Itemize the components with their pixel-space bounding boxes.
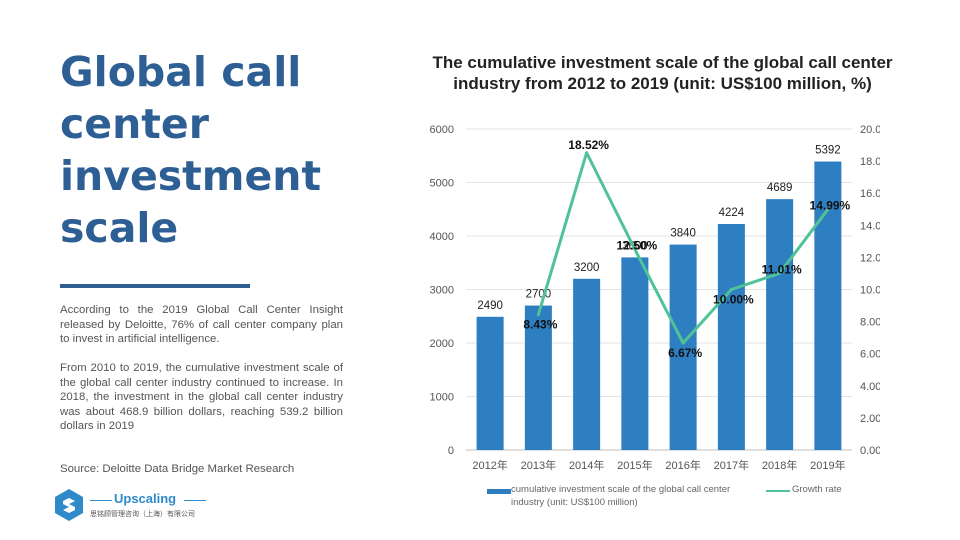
y-right-tick-label: 2.00%: [860, 413, 880, 425]
x-tick-label: 2019年: [810, 458, 845, 472]
bar-value-label: 4689: [767, 182, 793, 194]
logo-line-right: [184, 500, 206, 501]
y-right-tick-label: 10.00%: [860, 285, 880, 297]
growth-rate-point: [633, 247, 637, 251]
bar-value-label: 5392: [815, 145, 841, 157]
growth-rate-point: [826, 207, 830, 211]
x-tick-label: 2018年: [762, 458, 797, 472]
growth-rate-point: [681, 341, 685, 345]
y-right-tick-label: 8.00%: [860, 317, 880, 329]
x-tick-label: 2016年: [665, 458, 700, 472]
y-right-tick-label: 12.00%: [860, 252, 880, 264]
legend-line-swatch: [766, 490, 790, 492]
growth-rate-label: 8.43%: [523, 318, 557, 332]
y-left-tick-label: 3000: [430, 285, 454, 297]
y-right-tick-label: 16.00%: [860, 188, 880, 200]
x-tick-label: 2012年: [472, 458, 507, 472]
x-tick-label: 2013年: [521, 458, 556, 472]
chart-title: The cumulative investment scale of the g…: [432, 53, 893, 93]
growth-rate-point: [778, 271, 782, 275]
x-tick-label: 2015年: [617, 458, 652, 472]
growth-rate-label: 18.52%: [568, 138, 609, 152]
y-left-tick-label: 5000: [430, 178, 454, 190]
growth-rate-label: 14.99%: [810, 198, 851, 212]
title-underline: [60, 284, 250, 288]
bar-value-label: 2490: [477, 300, 503, 312]
y-left-tick-label: 2000: [430, 338, 454, 350]
y-left-tick-label: 6000: [430, 124, 454, 136]
y-left-tick-label: 1000: [430, 392, 454, 404]
x-tick-label: 2014年: [569, 458, 604, 472]
y-right-tick-label: 18.00%: [860, 156, 880, 168]
growth-rate-label: 10.00%: [713, 293, 754, 307]
y-right-tick-label: 0.00%: [860, 445, 880, 457]
legend-line-label: Growth rate: [792, 484, 842, 495]
y-right-tick-label: 14.00%: [860, 220, 880, 232]
growth-rate-point: [585, 151, 589, 155]
y-right-tick-label: 4.00%: [860, 381, 880, 393]
y-right-tick-label: 20.00%: [860, 124, 880, 136]
company-logo: Upscaling 思铭顾管理咨询（上海）有限公司: [52, 488, 212, 524]
bar: [573, 278, 601, 450]
bar: [717, 224, 745, 450]
legend-bar: cumulative investment scale of the globa…: [487, 484, 752, 509]
paragraph-investment: From 2010 to 2019, the cumulative invest…: [60, 362, 343, 433]
y-right-tick-label: 6.00%: [860, 349, 880, 361]
bar-value-label: 3200: [574, 262, 600, 274]
bar: [476, 316, 504, 450]
bar: [766, 199, 794, 450]
growth-rate-label: 12.50%: [617, 238, 658, 252]
legend-bar-swatch: [487, 489, 511, 494]
y-left-tick-label: 0: [448, 445, 454, 457]
growth-rate-point: [536, 313, 540, 317]
logo-subtitle: 思铭顾管理咨询（上海）有限公司: [90, 511, 195, 518]
page-title: Global call center investment scale: [60, 48, 322, 252]
logo-name: Upscaling: [114, 491, 177, 506]
bar: [669, 244, 697, 450]
combo-chart: 0 1000 2000 3000 4000 5000 6000 0.00% 2.00% 4.00%…: [430, 124, 880, 472]
logo-line-left: [90, 500, 112, 501]
paragraph-deloitte: According to the 2019 Global Call Center…: [60, 304, 343, 346]
x-tick-label: 2017年: [714, 458, 749, 472]
bar-value-label: 2700: [526, 289, 552, 301]
logo-icon: [55, 489, 83, 521]
legend-bar-label: cumulative investment scale of the globa…: [511, 484, 731, 508]
bar-value-label: 3840: [670, 228, 696, 240]
growth-rate-label: 11.01%: [762, 262, 802, 276]
growth-rate-point: [729, 288, 733, 291]
y-left-tick-label: 4000: [430, 231, 454, 243]
bar: [524, 305, 552, 450]
bar: [621, 257, 649, 450]
growth-rate-label: 6.67%: [668, 346, 702, 360]
bar-value-label: 4224: [719, 207, 745, 219]
source-note: Source: Deloitte Data Bridge Market Rese…: [60, 463, 295, 475]
legend-line: Growth rate: [766, 484, 876, 497]
